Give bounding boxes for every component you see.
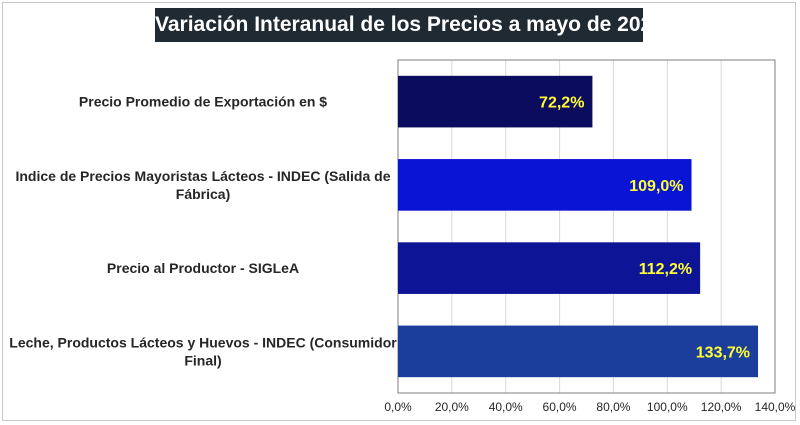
bar-value-label: 112,2%: [639, 261, 692, 278]
x-tick-label: 0,0%: [384, 400, 412, 414]
x-tick-label: 120,0%: [701, 400, 742, 414]
x-tick-label: 140,0%: [755, 400, 796, 414]
category-label: Indice de Precios Mayoristas Lácteos - I…: [15, 168, 390, 202]
category-label: Precio Promedio de Exportación en $: [79, 94, 327, 110]
bar-value-label: 72,2%: [539, 95, 584, 112]
x-axis-tick-labels: 0,0% 20,0% 40,0% 60,0% 80,0% 100,0% 120,0% 140,…: [384, 400, 795, 414]
chart-title: Variación Interanual de los Precios a ma…: [155, 8, 664, 42]
bar: [398, 75, 593, 128]
x-tick-label: 40,0%: [489, 400, 523, 414]
x-tick-label: 60,0%: [543, 400, 577, 414]
bar-value-label: 109,0%: [629, 178, 683, 195]
x-tick-label: 20,0%: [435, 400, 469, 414]
category-label: Leche, Productos Lácteos y Huevos - INDE…: [9, 334, 397, 368]
bar: [398, 242, 701, 294]
category-labels: Precio Promedio de Exportación en $ Indic…: [9, 94, 397, 369]
bar: [398, 325, 759, 378]
bar-value-label: 133,7%: [696, 344, 750, 361]
plot-area-border: [397, 59, 776, 394]
bars: [398, 75, 759, 378]
category-label: Precio al Productor - SIGLeA: [107, 260, 299, 276]
value-labels: 72,2% 109,0% 112,2% 133,7%: [539, 95, 750, 362]
x-tick-label: 100,0%: [647, 400, 688, 414]
x-tick-label: 80,0%: [596, 400, 630, 414]
bar: [398, 159, 692, 211]
